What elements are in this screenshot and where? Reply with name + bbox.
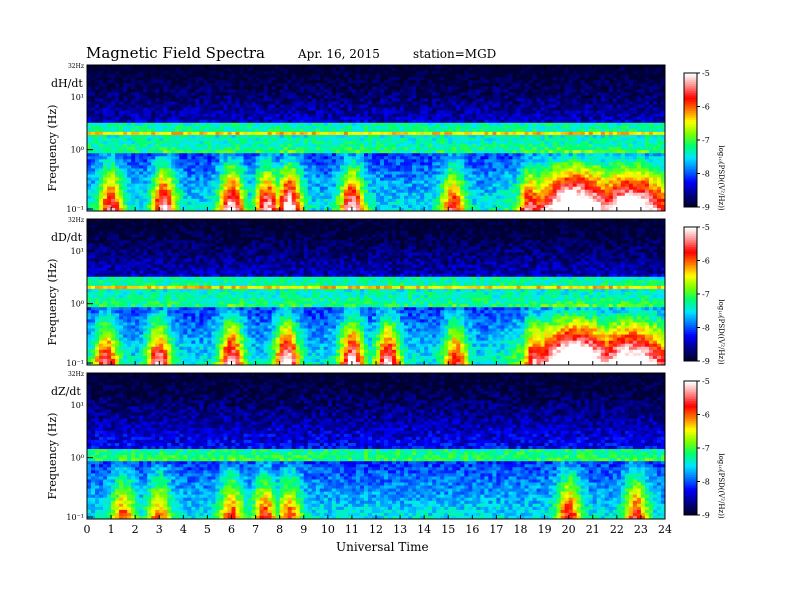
- date-label: Apr. 16, 2015: [298, 47, 380, 61]
- x-axis-label: Universal Time: [336, 540, 429, 554]
- ytick-label-1-2: 10⁻¹: [66, 359, 84, 368]
- colorbar-tick-label-2-2: -7: [702, 444, 710, 453]
- colorbar-tick-label-0-3: -8: [702, 170, 710, 179]
- xtick-label-3: 3: [156, 523, 163, 536]
- xtick-label-16: 16: [465, 523, 479, 536]
- spectrogram-0: [87, 65, 666, 212]
- xtick-label-8: 8: [276, 523, 283, 536]
- colorbar-label-2: log₁₀(PSD((V²/Hz)): [717, 453, 725, 519]
- xtick-label-21: 21: [586, 523, 600, 536]
- colorbar-tick-label-1-3: -8: [702, 324, 710, 333]
- ytick-label-1-0: 10¹: [71, 247, 84, 256]
- colorbar-tick-label-1-2: -7: [702, 290, 710, 299]
- colorbar-2: [684, 381, 697, 516]
- xtick-label-12: 12: [369, 523, 383, 536]
- xtick-label-22: 22: [610, 523, 624, 536]
- xtick-label-10: 10: [321, 523, 335, 536]
- ytick-label-0-0: 10¹: [71, 93, 84, 102]
- top-frequency-label-0: 32Hz: [68, 63, 84, 70]
- panel-label-0: dH/dt: [51, 77, 83, 90]
- spectrogram-1: [87, 219, 666, 366]
- colorbar-tick-label-2-4: -9: [702, 511, 710, 520]
- colorbar-tick-label-2-3: -8: [702, 478, 710, 487]
- colorbar-tick-label-0-1: -6: [702, 103, 710, 112]
- top-frequency-label-1: 32Hz: [68, 217, 84, 224]
- colorbar-tick-label-2-1: -6: [702, 411, 710, 420]
- panel-label-2: dZ/dt: [51, 385, 81, 398]
- xtick-label-17: 17: [489, 523, 503, 536]
- xtick-label-7: 7: [252, 523, 259, 536]
- ytick-label-2-0: 10¹: [71, 401, 84, 410]
- colorbar-label-0: log₁₀(PSD((V²/Hz)): [717, 145, 725, 211]
- xtick-label-13: 13: [393, 523, 407, 536]
- ytick-label-2-2: 10⁻¹: [66, 513, 84, 522]
- ytick-label-0-2: 10⁻¹: [66, 205, 84, 214]
- colorbar-tick-label-1-1: -6: [702, 257, 710, 266]
- colorbar-tick-label-1-4: -9: [702, 357, 710, 366]
- colorbar-tick-label-1-0: -5: [702, 223, 710, 232]
- xtick-label-6: 6: [228, 523, 235, 536]
- ytick-label-1-1: 10⁰: [71, 300, 84, 309]
- xtick-label-4: 4: [180, 523, 187, 536]
- xtick-label-1: 1: [108, 523, 115, 536]
- xtick-label-2: 2: [132, 523, 139, 536]
- spectrogram-2: [87, 373, 666, 520]
- colorbar-label-1: log₁₀(PSD((V²/Hz)): [717, 299, 725, 365]
- xtick-label-23: 23: [634, 523, 648, 536]
- station-label: station=MGD: [413, 47, 496, 61]
- xtick-label-11: 11: [345, 523, 359, 536]
- y-axis-label-0: Frequency (Hz): [46, 105, 59, 192]
- xtick-label-0: 0: [84, 523, 91, 536]
- xtick-label-9: 9: [300, 523, 307, 536]
- colorbar-1: [684, 227, 697, 362]
- top-frequency-label-2: 32Hz: [68, 371, 84, 378]
- colorbar-tick-label-0-2: -7: [702, 136, 710, 145]
- colorbar-0: [684, 73, 697, 208]
- xtick-label-24: 24: [658, 523, 672, 536]
- colorbar-tick-label-2-0: -5: [702, 377, 710, 386]
- xtick-label-15: 15: [441, 523, 455, 536]
- chart-title: Magnetic Field Spectra: [86, 44, 265, 62]
- colorbar-tick-label-0-4: -9: [702, 203, 710, 212]
- xtick-label-5: 5: [204, 523, 211, 536]
- xtick-label-14: 14: [417, 523, 431, 536]
- ytick-label-0-1: 10⁰: [71, 146, 84, 155]
- xtick-label-19: 19: [538, 523, 552, 536]
- y-axis-label-1: Frequency (Hz): [46, 259, 59, 346]
- y-axis-label-2: Frequency (Hz): [46, 413, 59, 500]
- colorbar-tick-label-0-0: -5: [702, 69, 710, 78]
- panel-label-1: dD/dt: [51, 231, 83, 244]
- xtick-label-20: 20: [562, 523, 576, 536]
- ytick-label-2-1: 10⁰: [71, 454, 84, 463]
- xtick-label-18: 18: [514, 523, 528, 536]
